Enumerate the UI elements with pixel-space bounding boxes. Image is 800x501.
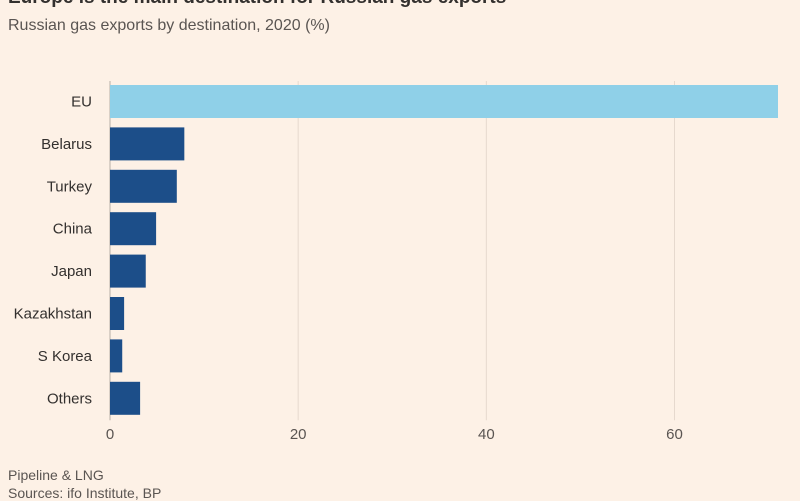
category-labels: EU Belarus Turkey China Japan Kazakhstan S Kor… bbox=[14, 94, 93, 408]
category-label: China bbox=[53, 221, 93, 238]
bar-belarus bbox=[110, 127, 185, 161]
bar-japan bbox=[110, 254, 146, 288]
chart-title: Europe is the main destination for Russi… bbox=[8, 0, 506, 9]
category-label: S Korea bbox=[38, 348, 93, 365]
category-label: Others bbox=[47, 390, 92, 407]
chart-source: Sources: ifo Institute, BP bbox=[8, 485, 162, 501]
x-tick-labels: 0 20 40 60 bbox=[106, 426, 683, 443]
bars bbox=[110, 85, 778, 415]
bar-turkey bbox=[110, 169, 177, 203]
category-label: Kazakhstan bbox=[14, 306, 92, 323]
x-tick-label: 40 bbox=[478, 426, 495, 443]
category-label: Belarus bbox=[41, 136, 92, 153]
chart-note: Pipeline & LNG bbox=[8, 467, 104, 483]
x-tick-label: 20 bbox=[290, 426, 307, 443]
bar-kazakhstan bbox=[110, 297, 125, 330]
category-label: EU bbox=[71, 94, 92, 111]
x-tick-label: 60 bbox=[666, 426, 683, 443]
chart-subtitle: Russian gas exports by destination, 2020… bbox=[8, 17, 330, 34]
bar-eu bbox=[110, 85, 778, 118]
x-tick-label: 0 bbox=[106, 426, 114, 443]
bar-s-korea bbox=[110, 339, 123, 373]
gridlines bbox=[109, 81, 676, 421]
bar-chart: EU Belarus Turkey China Japan Kazakhstan S Kor… bbox=[14, 81, 778, 443]
bar-others bbox=[110, 381, 141, 415]
category-label: Turkey bbox=[47, 178, 93, 195]
category-label: Japan bbox=[51, 263, 92, 280]
bar-china bbox=[110, 212, 157, 246]
